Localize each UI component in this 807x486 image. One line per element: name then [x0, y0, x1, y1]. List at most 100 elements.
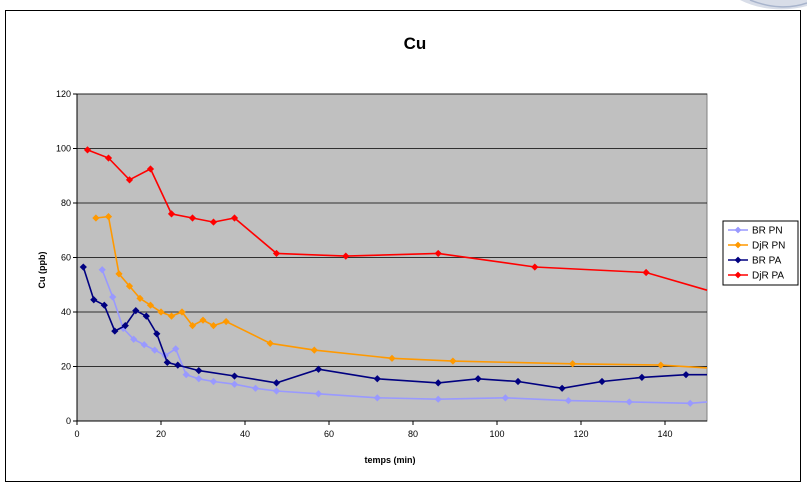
data-point — [209, 218, 218, 226]
data-point — [272, 249, 281, 258]
y-tick-label: 0 — [66, 416, 71, 426]
legend: BR PN DjR PN BR PA DjR PA — [722, 220, 799, 286]
legend-item: BR PA — [728, 256, 782, 267]
data-point — [209, 377, 218, 386]
data-point — [474, 375, 482, 383]
legend-item: DjR PN — [728, 241, 785, 252]
data-point — [140, 341, 148, 349]
data-point — [222, 317, 230, 326]
series-line — [95, 215, 708, 369]
series-line — [101, 269, 708, 405]
data-point — [98, 266, 106, 274]
data-point — [130, 335, 138, 343]
data-point — [142, 312, 150, 320]
data-point — [167, 312, 176, 320]
data-point — [182, 371, 190, 379]
data-point — [125, 176, 134, 184]
data-point — [266, 339, 274, 347]
corner-decoration — [740, 0, 807, 14]
series-line — [87, 149, 708, 291]
legend-marker — [734, 226, 742, 234]
data-point — [146, 301, 155, 309]
data-point — [115, 270, 123, 278]
data-point — [598, 377, 606, 386]
data-point — [434, 379, 442, 387]
data-point — [132, 307, 140, 315]
legend-label: DjR PN — [752, 241, 785, 252]
legend-label: BR PA — [752, 256, 782, 267]
data-point — [136, 294, 144, 302]
x-axis-title: temps (min) — [364, 455, 415, 465]
data-point — [83, 146, 92, 154]
data-point — [434, 249, 442, 258]
series-djr-pn — [92, 213, 708, 369]
data-point — [119, 324, 127, 332]
data-point — [501, 394, 509, 402]
data-point — [104, 154, 113, 162]
legend-label: DjR PA — [752, 271, 784, 282]
data-point — [100, 301, 108, 309]
data-point — [531, 263, 539, 271]
data-point — [314, 365, 323, 373]
data-point — [514, 377, 522, 386]
data-point — [314, 390, 323, 398]
data-point — [174, 361, 182, 369]
x-tick-label: 140 — [657, 429, 672, 439]
data-point — [92, 214, 100, 222]
x-tick-label: 120 — [573, 429, 588, 439]
data-point — [125, 282, 134, 290]
data-point — [146, 165, 155, 173]
data-point — [657, 361, 665, 369]
x-tick-label: 0 — [74, 429, 79, 439]
data-point — [642, 268, 650, 277]
x-tick-label: 80 — [408, 429, 418, 439]
legend-marker — [734, 241, 742, 249]
x-axis-ticks: 0 20 40 60 80 100 120 140 — [74, 421, 673, 439]
data-point — [111, 327, 119, 335]
data-point — [157, 308, 165, 316]
y-tick-label: 60 — [61, 253, 71, 263]
data-point — [151, 346, 159, 354]
data-point — [569, 360, 577, 368]
data-point — [167, 210, 176, 218]
data-point — [195, 375, 203, 383]
data-point — [310, 346, 318, 354]
data-point — [272, 379, 281, 387]
data-point — [251, 384, 260, 392]
data-point — [199, 316, 207, 324]
data-point — [79, 263, 87, 271]
data-point — [625, 398, 633, 406]
legend-marker — [734, 256, 742, 264]
legend-item: BR PN — [728, 226, 783, 237]
data-point — [178, 308, 186, 316]
data-point — [564, 396, 572, 405]
legend-item: DjR PA — [728, 271, 784, 282]
data-point — [449, 357, 457, 365]
x-tick-label: 40 — [240, 429, 250, 439]
data-point — [373, 375, 381, 383]
data-point — [682, 371, 690, 379]
series-br-pa — [79, 263, 707, 392]
y-tick-label: 40 — [61, 307, 71, 317]
data-point — [90, 296, 98, 304]
data-point — [230, 214, 239, 222]
y-tick-label: 120 — [56, 89, 71, 99]
y-tick-label: 100 — [56, 144, 71, 154]
legend-label: BR PN — [752, 226, 783, 237]
series-layer — [79, 146, 708, 407]
data-point — [342, 252, 350, 260]
data-point — [172, 345, 180, 353]
chart-title: Cu — [404, 34, 427, 53]
y-tick-label: 80 — [61, 198, 71, 208]
data-point — [163, 358, 171, 367]
data-point — [209, 322, 218, 330]
data-point — [104, 213, 113, 221]
series-djr-pa — [83, 146, 708, 291]
x-tick-label: 60 — [324, 429, 334, 439]
data-point — [230, 372, 239, 380]
data-point — [638, 373, 646, 381]
y-axis-title: Cu (ppb) — [37, 252, 47, 289]
data-point — [153, 330, 161, 338]
data-point — [434, 395, 442, 403]
